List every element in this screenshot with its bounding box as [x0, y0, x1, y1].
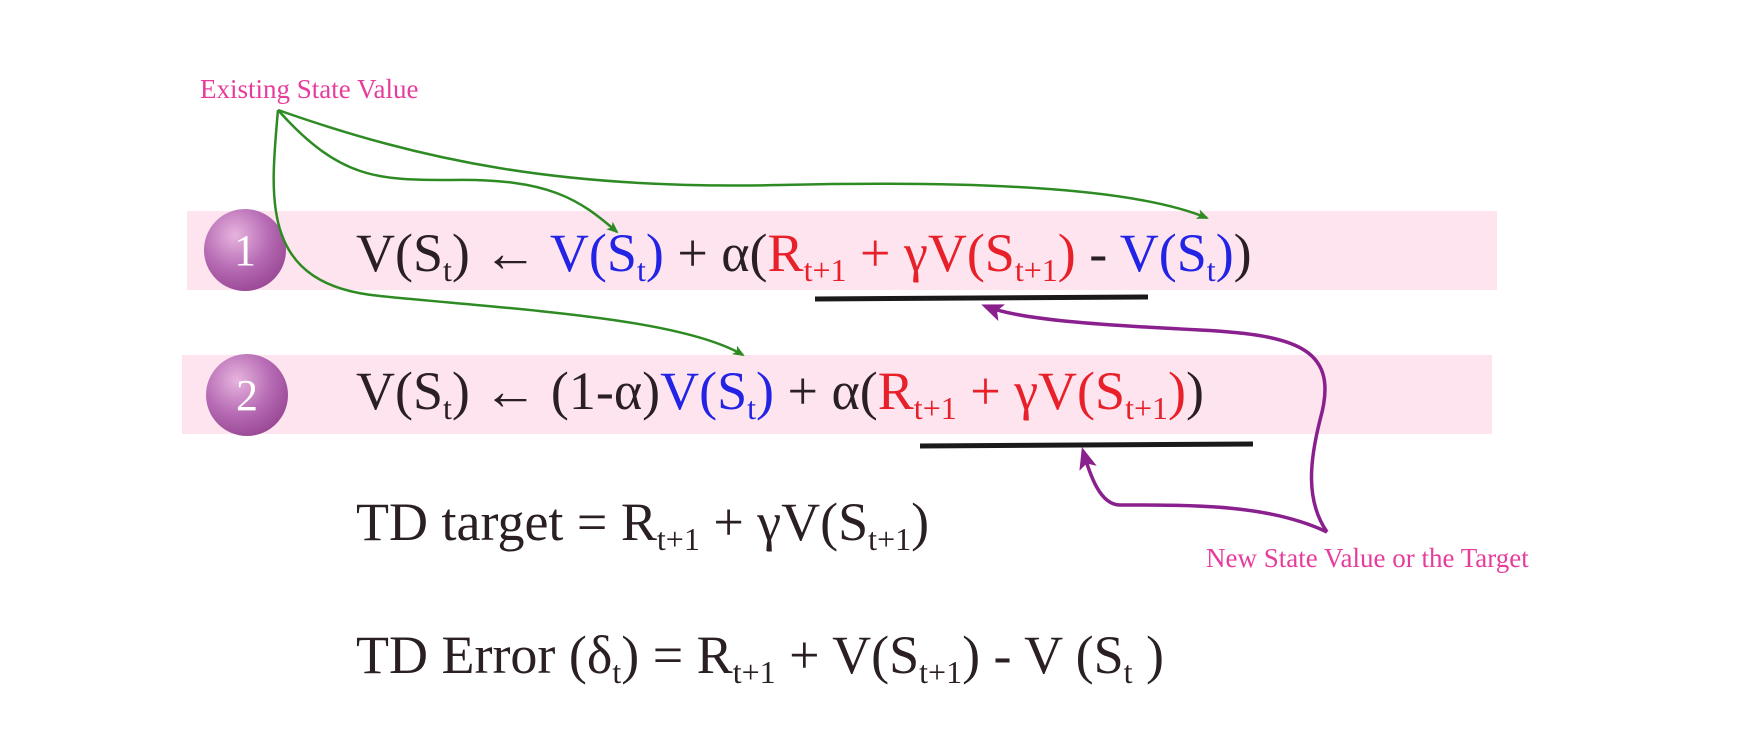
- new-state-value-label: New State Value or the Target: [1206, 543, 1529, 573]
- arrow-existing-to-term-2: [277, 108, 1209, 220]
- equation-2-highlight-band: [182, 355, 1492, 434]
- existing-value-term-2: V(St): [1119, 223, 1234, 289]
- arrow-existing-to-term-3: [272, 109, 745, 357]
- step-1-badge: 1: [204, 209, 286, 291]
- existing-value-term-3: V(St): [660, 361, 775, 427]
- arrow-existing-to-term-1: [277, 109, 619, 234]
- td-rearranged-equation: V(St) ← (1-α)V(St) + α(Rt+1 + γV(St+1)): [356, 361, 1204, 427]
- target-underline-2: [919, 441, 1254, 449]
- equation-1-highlight-band: [187, 211, 1497, 290]
- td-update-equation: V(St) ← V(St) + α(Rt+1 + γV(St+1) - V(St…: [356, 223, 1252, 289]
- target-term-1: Rt+1 + γV(St+1): [767, 223, 1076, 289]
- step-2-badge: 2: [206, 354, 288, 436]
- td-error-definition: TD Error (δt) = Rt+1 + V(St+1) - V (St ): [356, 625, 1164, 691]
- td-target-definition: TD target = Rt+1 + γV(St+1): [356, 492, 930, 558]
- existing-value-term-1: V(St): [549, 223, 664, 289]
- target-term-2: Rt+1 + γV(St+1): [877, 361, 1186, 427]
- arrow-target-to-eq2: [1079, 447, 1328, 534]
- target-underline-1: [814, 294, 1149, 302]
- existing-state-value-label: Existing State Value: [200, 74, 419, 104]
- arrow-target-to-eq1: [981, 304, 1329, 533]
